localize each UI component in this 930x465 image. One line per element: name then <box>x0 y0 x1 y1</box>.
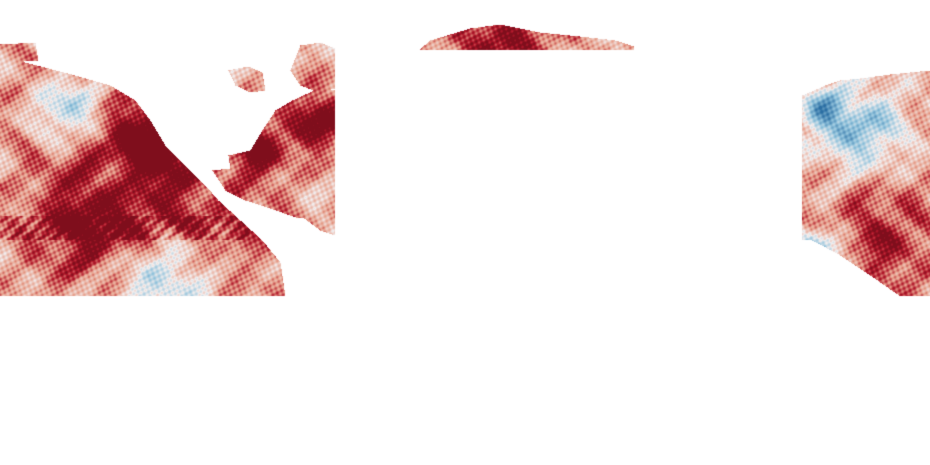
sst-anomaly-raster <box>0 0 930 465</box>
land-mask-overlay <box>0 0 930 465</box>
